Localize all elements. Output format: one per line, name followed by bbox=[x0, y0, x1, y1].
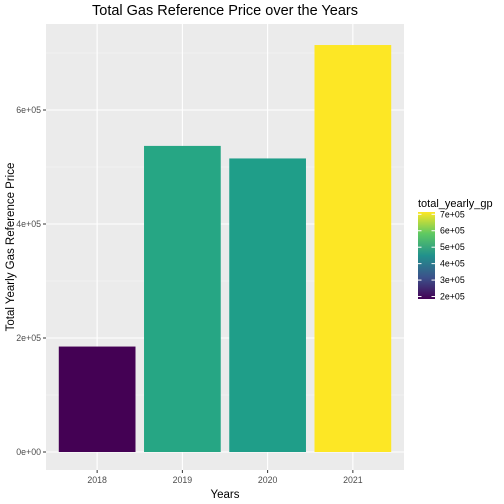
legend-title: total_yearly_gp bbox=[418, 198, 493, 210]
y-tick-label: 4e+05 bbox=[16, 219, 41, 229]
bars bbox=[58, 45, 392, 453]
y-axis-title: Total Yearly Gas Reference Price bbox=[5, 163, 17, 332]
legend-label: 7e+05 bbox=[440, 209, 465, 219]
x-tick-label: 2018 bbox=[87, 475, 107, 485]
y-tick-label: 6e+05 bbox=[16, 105, 41, 115]
legend-label: 6e+05 bbox=[440, 226, 465, 236]
legend-label: 2e+05 bbox=[440, 292, 465, 302]
x-tick-label: 2019 bbox=[173, 475, 193, 485]
legend-colorbar bbox=[418, 212, 435, 299]
bar-2018 bbox=[58, 346, 136, 452]
x-tick-label: 2021 bbox=[343, 475, 363, 485]
y-axis: 0e+00 2e+05 4e+05 6e+05 bbox=[16, 105, 46, 457]
y-tick-label: 2e+05 bbox=[16, 333, 41, 343]
x-axis-title: Years bbox=[211, 489, 240, 501]
x-tick-label: 2020 bbox=[258, 475, 278, 485]
legend-label: 5e+05 bbox=[440, 242, 465, 252]
legend: total_yearly_gp 2e+05 3e+05 4e+05 5e+05 6e+0… bbox=[418, 198, 493, 302]
bar-2021 bbox=[314, 45, 392, 453]
y-tick-label: 0e+00 bbox=[16, 447, 41, 457]
legend-label: 4e+05 bbox=[440, 259, 465, 269]
legend-label: 3e+05 bbox=[440, 275, 465, 285]
bar-2019 bbox=[144, 145, 221, 452]
x-axis: 2018 2019 2020 2021 bbox=[87, 470, 363, 485]
bar-2020 bbox=[229, 158, 306, 452]
chart-title: Total Gas Reference Price over the Years bbox=[92, 3, 358, 19]
